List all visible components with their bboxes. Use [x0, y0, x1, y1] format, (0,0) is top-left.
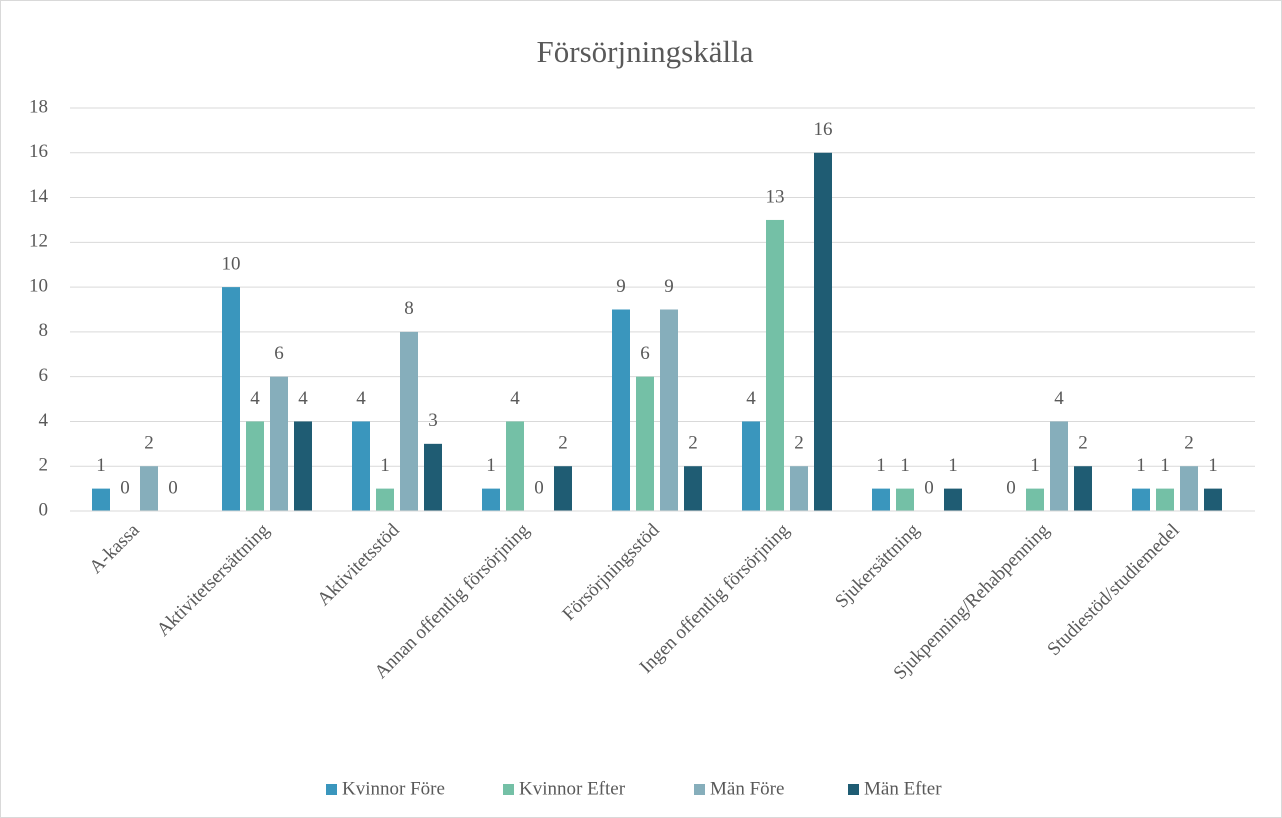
bar	[506, 421, 524, 511]
data-label: 1	[1136, 455, 1146, 476]
data-label: 16	[814, 119, 833, 140]
data-label: 4	[250, 388, 260, 409]
data-label: 13	[766, 186, 785, 207]
data-label: 4	[356, 388, 366, 409]
data-label: 0	[1006, 477, 1016, 498]
bar	[294, 421, 312, 511]
legend-swatch	[694, 784, 705, 795]
y-tick-label: 10	[29, 275, 48, 296]
bar	[684, 466, 702, 511]
data-label: 1	[1208, 455, 1218, 476]
bar	[92, 488, 110, 511]
bar	[660, 309, 678, 511]
data-label: 3	[428, 410, 438, 431]
bar	[766, 219, 784, 511]
bar	[1074, 466, 1092, 511]
bar	[482, 488, 500, 511]
legend-label: Män Före	[710, 778, 784, 799]
data-label: 2	[144, 433, 154, 454]
legend-label: Kvinnor Efter	[519, 778, 626, 799]
legend-swatch	[326, 784, 337, 795]
bar	[1026, 488, 1044, 511]
data-label: 9	[616, 276, 626, 297]
bar	[742, 421, 760, 511]
data-label: 0	[534, 477, 544, 498]
data-label: 1	[876, 455, 886, 476]
bar	[1132, 488, 1150, 511]
data-label: 1	[948, 455, 958, 476]
data-label: 0	[924, 477, 934, 498]
bar	[352, 421, 370, 511]
legend-label: Män Efter	[864, 778, 942, 799]
bar	[246, 421, 264, 511]
data-label: 10	[222, 253, 241, 274]
y-tick-label: 4	[39, 410, 49, 431]
data-label: 2	[558, 433, 568, 454]
data-label: 4	[510, 388, 520, 409]
bar	[270, 376, 288, 511]
bar	[944, 488, 962, 511]
y-tick-label: 2	[39, 455, 49, 476]
data-label: 9	[664, 276, 674, 297]
legend-swatch	[503, 784, 514, 795]
data-label: 2	[688, 433, 698, 454]
data-label: 1	[900, 455, 910, 476]
bar	[1050, 421, 1068, 511]
y-tick-label: 14	[29, 186, 49, 207]
data-label: 1	[1030, 455, 1040, 476]
data-label: 1	[486, 455, 496, 476]
y-tick-label: 12	[29, 231, 48, 252]
y-tick-label: 0	[39, 499, 49, 520]
bar	[400, 331, 418, 511]
legend-swatch	[848, 784, 859, 795]
data-label: 6	[274, 343, 284, 364]
bar	[896, 488, 914, 511]
data-label: 4	[298, 388, 308, 409]
bar	[790, 466, 808, 511]
bar	[612, 309, 630, 511]
legend-label: Kvinnor Före	[342, 778, 445, 799]
data-label: 6	[640, 343, 650, 364]
data-label: 2	[1184, 433, 1194, 454]
data-label: 2	[794, 433, 804, 454]
data-label: 1	[1160, 455, 1170, 476]
bar	[814, 152, 832, 511]
bar	[140, 466, 158, 511]
data-label: 0	[120, 477, 130, 498]
bar	[222, 287, 240, 511]
data-label: 4	[1054, 388, 1064, 409]
data-label: 1	[380, 455, 390, 476]
y-tick-label: 18	[29, 96, 48, 117]
bar	[1204, 488, 1222, 511]
bar	[554, 466, 572, 511]
data-label: 4	[746, 388, 756, 409]
data-label: 8	[404, 298, 414, 319]
data-label: 1	[96, 455, 106, 476]
bar	[636, 376, 654, 511]
bar	[376, 488, 394, 511]
bar	[1156, 488, 1174, 511]
data-label: 0	[168, 477, 178, 498]
chart-title: Försörjningskälla	[537, 34, 754, 69]
y-tick-label: 16	[29, 141, 48, 162]
bar	[424, 443, 442, 511]
data-label: 2	[1078, 433, 1088, 454]
y-tick-label: 8	[39, 320, 49, 341]
bar	[1180, 466, 1198, 511]
y-tick-label: 6	[39, 365, 49, 386]
bar	[872, 488, 890, 511]
